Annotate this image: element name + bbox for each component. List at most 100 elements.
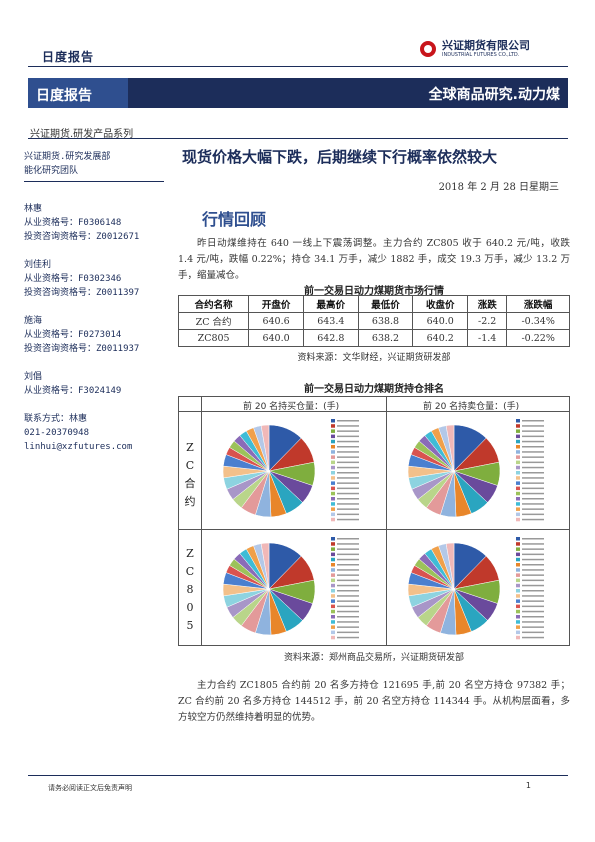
row-label-char: 8 xyxy=(186,583,194,596)
legend-label-placeholder xyxy=(337,548,359,550)
legend-swatch xyxy=(331,445,335,449)
position-analysis-paragraph: 主力合约 ZC1805 合约前 20 名多方持仓 121695 手,前 20 名… xyxy=(178,680,570,723)
legend-swatch xyxy=(331,568,335,572)
pie-chart-zc805-short xyxy=(407,537,544,640)
legend-label-placeholder xyxy=(337,584,359,587)
legend-label-placeholder xyxy=(337,626,359,628)
legend-swatch xyxy=(331,481,335,485)
legend-label-placeholder xyxy=(337,440,359,443)
table-header-row: 合约名称 开盘价 最高价 最低价 收盘价 涨跌 涨跌幅 xyxy=(177,295,570,313)
legend-swatch xyxy=(331,424,335,428)
legend-swatch xyxy=(331,471,335,475)
pie-slice xyxy=(445,542,455,590)
company-name-en: INDUSTRIAL FUTURES CO.,LTD. xyxy=(442,52,520,58)
analyst-license: 从业资格号：F0273014 xyxy=(24,330,122,340)
legend-label-placeholder xyxy=(337,513,359,516)
legend-label-placeholder xyxy=(522,595,544,597)
legend-label-placeholder xyxy=(337,600,359,602)
pie-slice xyxy=(260,424,270,472)
legend-label-placeholder xyxy=(337,590,359,592)
legend-label-placeholder xyxy=(337,482,359,484)
legend-swatch xyxy=(516,630,520,635)
legend-swatch xyxy=(331,552,335,557)
col-header: 涨跌幅 xyxy=(506,295,570,313)
col-header: 最高价 xyxy=(302,295,359,313)
legend-label-placeholder xyxy=(522,574,544,576)
table-cell: -0.34% xyxy=(506,312,570,330)
legend-label-placeholder xyxy=(337,477,359,479)
legend-swatch xyxy=(516,542,520,546)
legend-label-placeholder xyxy=(337,451,359,453)
legend-swatch xyxy=(331,635,335,640)
legend-label-placeholder xyxy=(337,621,359,623)
legend-swatch xyxy=(516,502,520,506)
legend-swatch xyxy=(331,476,335,480)
legend-label-placeholder xyxy=(337,456,359,458)
header-banner: 日度报告 全球商品研究.动力煤 xyxy=(28,78,568,108)
col-header: 最低价 xyxy=(357,295,414,313)
legend-swatch xyxy=(331,517,335,522)
contact-email[interactable]: linhui@xzfutures.com xyxy=(24,442,133,452)
report-type-label: 日度报告 xyxy=(42,50,95,64)
page-number: 1 xyxy=(525,781,531,790)
legend-label-placeholder xyxy=(337,425,359,427)
row-label-char: Z xyxy=(186,547,194,560)
company-logo: 兴证期货有限公司 INDUSTRIAL FUTURES CO.,LTD. xyxy=(420,40,530,58)
sidebar-dept: 兴证期货.研究发展部 xyxy=(24,152,111,162)
figure-divider xyxy=(386,397,387,645)
contact-label: 联系方式：林惠 xyxy=(24,414,88,424)
table-cell: ZC805 xyxy=(177,329,250,347)
table-row: ZC 合约 640.6 643.4 638.8 640.0 -2.2 -0.34… xyxy=(177,312,570,330)
table-cell: ZC 合约 xyxy=(177,312,250,330)
legend-label-placeholder xyxy=(522,472,544,474)
legend-label-placeholder xyxy=(337,636,359,639)
legend-swatch xyxy=(331,604,335,609)
legend-label-placeholder xyxy=(522,425,544,427)
figure-divider xyxy=(201,397,202,645)
col-header: 合约名称 xyxy=(177,295,250,313)
row-label-char: 5 xyxy=(186,619,194,632)
analyst-license: 从业资格号：F0302346 xyxy=(24,274,122,284)
legend-swatch xyxy=(516,578,520,583)
legend-label-placeholder xyxy=(337,605,359,608)
figure-divider xyxy=(179,411,569,412)
pie-chart-zc-long xyxy=(222,419,359,522)
legend-swatch xyxy=(516,450,520,454)
pie-slice xyxy=(445,424,455,472)
legend-label-placeholder xyxy=(522,456,544,458)
legend-swatch xyxy=(331,439,335,444)
legend-swatch xyxy=(331,609,335,614)
legend-label-placeholder xyxy=(337,595,359,597)
legend-label-placeholder xyxy=(337,579,359,582)
legend-swatch xyxy=(331,460,335,465)
legend-swatch xyxy=(516,429,520,433)
col-header: 收盘价 xyxy=(412,295,469,313)
legend-swatch xyxy=(331,542,335,546)
col-header: 涨跌 xyxy=(467,295,508,313)
legend-label-placeholder xyxy=(337,538,359,540)
legend-swatch xyxy=(516,620,520,624)
legend-swatch xyxy=(331,594,335,598)
market-review-paragraph: 昨日动煤维持在 640 一线上下震荡调整。主力合约 ZC805 收于 640.2… xyxy=(178,238,570,281)
legend-label-placeholder xyxy=(337,518,359,521)
legend-label-placeholder xyxy=(522,492,544,495)
table-cell: 643.4 xyxy=(302,312,359,330)
legend-label-placeholder xyxy=(337,558,359,561)
row-label-char: C xyxy=(185,565,195,578)
legend-swatch xyxy=(331,429,335,433)
legend-label-placeholder xyxy=(337,610,359,613)
legend-swatch xyxy=(516,481,520,485)
legend-swatch xyxy=(516,609,520,614)
company-name-cn: 兴证期货有限公司 xyxy=(442,39,530,52)
legend-label-placeholder xyxy=(337,508,359,510)
table-source: 资料来源：文华财经，兴证期货研发部 xyxy=(297,353,451,363)
legend-swatch xyxy=(516,604,520,609)
legend-label-placeholder xyxy=(337,446,359,448)
legend-swatch xyxy=(516,434,520,439)
legend-swatch xyxy=(331,486,335,491)
legend-swatch xyxy=(516,625,520,629)
disclaimer-note: 请务必阅读正文后免责声明 xyxy=(48,784,132,792)
pie-col-long-label: 前 20 名持买仓量：(手) xyxy=(243,402,340,412)
legend-swatch xyxy=(331,620,335,624)
header-divider xyxy=(28,66,568,67)
